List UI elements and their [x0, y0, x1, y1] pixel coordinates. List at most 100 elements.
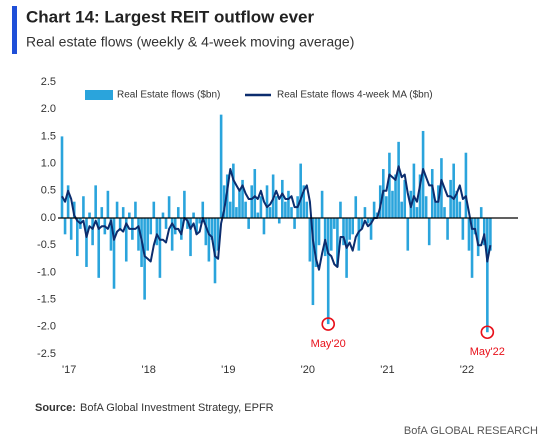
- bar: [452, 163, 455, 218]
- bar: [152, 201, 156, 218]
- bar: [192, 212, 195, 218]
- bar: [235, 207, 238, 218]
- bar: [281, 179, 284, 218]
- annotation-circle: [480, 325, 495, 340]
- bar: [91, 218, 94, 246]
- x-tick-label: '21: [380, 364, 394, 376]
- bar: [418, 174, 422, 218]
- bar: [201, 201, 205, 218]
- bar: [366, 218, 370, 224]
- bar: [63, 218, 67, 235]
- bar: [284, 201, 287, 218]
- bar: [118, 218, 122, 229]
- bar: [268, 207, 272, 218]
- bar: [143, 218, 146, 300]
- legend-swatch: [85, 90, 113, 100]
- bar: [302, 185, 306, 218]
- bar: [287, 190, 290, 218]
- y-tick-label: 0.0: [41, 212, 56, 224]
- bar: [183, 190, 186, 218]
- bar: [385, 196, 388, 218]
- bar: [479, 207, 483, 218]
- bar: [489, 218, 492, 251]
- bar: [244, 201, 247, 218]
- legend-label: Real Estate flows ($bn): [117, 90, 220, 101]
- y-tick-label: 0.5: [41, 185, 56, 197]
- bar: [85, 218, 88, 267]
- annotation-circle: [321, 317, 336, 331]
- bar: [256, 212, 260, 218]
- bar: [446, 218, 449, 240]
- bar: [161, 212, 165, 218]
- bar: [229, 201, 232, 218]
- bar: [406, 218, 410, 251]
- x-tick-label: '19: [221, 364, 235, 376]
- bar: [72, 201, 76, 218]
- bar: [97, 218, 101, 278]
- bar: [464, 152, 468, 218]
- bar: [241, 179, 244, 218]
- bar: [290, 207, 293, 218]
- y-tick-label: -1.0: [37, 266, 56, 278]
- bar: [106, 190, 110, 218]
- bar: [299, 163, 302, 218]
- bar: [317, 218, 321, 246]
- bar: [443, 207, 446, 218]
- bar: [412, 163, 416, 218]
- y-tick-label: -2.5: [37, 348, 56, 360]
- bar: [311, 218, 315, 306]
- footer: BofA GLOBAL RESEARCH: [404, 425, 538, 437]
- bar: [277, 218, 281, 224]
- bar: [94, 185, 97, 218]
- bar: [458, 201, 462, 218]
- bar: [222, 185, 226, 218]
- bar: [250, 185, 254, 218]
- bar: [467, 218, 471, 251]
- bar: [360, 218, 364, 229]
- bar: [238, 190, 241, 218]
- bar: [348, 218, 351, 240]
- bar: [336, 218, 339, 267]
- bar: [189, 218, 192, 257]
- bar: [262, 218, 266, 235]
- bar: [430, 169, 434, 218]
- bar: [173, 218, 177, 235]
- bar: [363, 207, 367, 218]
- y-tick-label: -0.5: [37, 239, 56, 251]
- y-tick-label: 2.5: [41, 76, 56, 88]
- bar: [216, 218, 220, 251]
- bar: [219, 114, 223, 218]
- bar: [449, 179, 452, 218]
- bar: [320, 190, 324, 218]
- bar: [403, 179, 407, 218]
- bar: [100, 207, 104, 218]
- source-label: Source:: [35, 402, 76, 414]
- bar: [265, 185, 269, 218]
- bar: [388, 152, 391, 218]
- bar: [440, 158, 443, 218]
- bar: [204, 218, 208, 246]
- bar: [427, 218, 431, 246]
- bar: [195, 218, 198, 235]
- bar: [308, 218, 312, 262]
- bar: [455, 190, 459, 218]
- bar: [121, 207, 125, 218]
- bar: [69, 218, 73, 240]
- bar: [339, 201, 342, 218]
- x-tick-label: '20: [301, 364, 315, 376]
- bar: [60, 136, 64, 218]
- bar: [476, 218, 480, 257]
- x-tick-label: '18: [142, 364, 156, 376]
- annotation-label: May'22: [470, 346, 505, 358]
- bar: [124, 218, 128, 262]
- bar: [351, 218, 354, 235]
- bar: [112, 218, 116, 289]
- bar: [66, 185, 70, 218]
- legend-label: Real Estate flows 4-week MA ($bn): [277, 90, 433, 101]
- source: BofA Global Investment Strategy, EPFR: [80, 402, 274, 414]
- bar: [247, 218, 250, 229]
- bar: [326, 218, 330, 325]
- bar: [137, 218, 140, 251]
- bar: [461, 218, 465, 240]
